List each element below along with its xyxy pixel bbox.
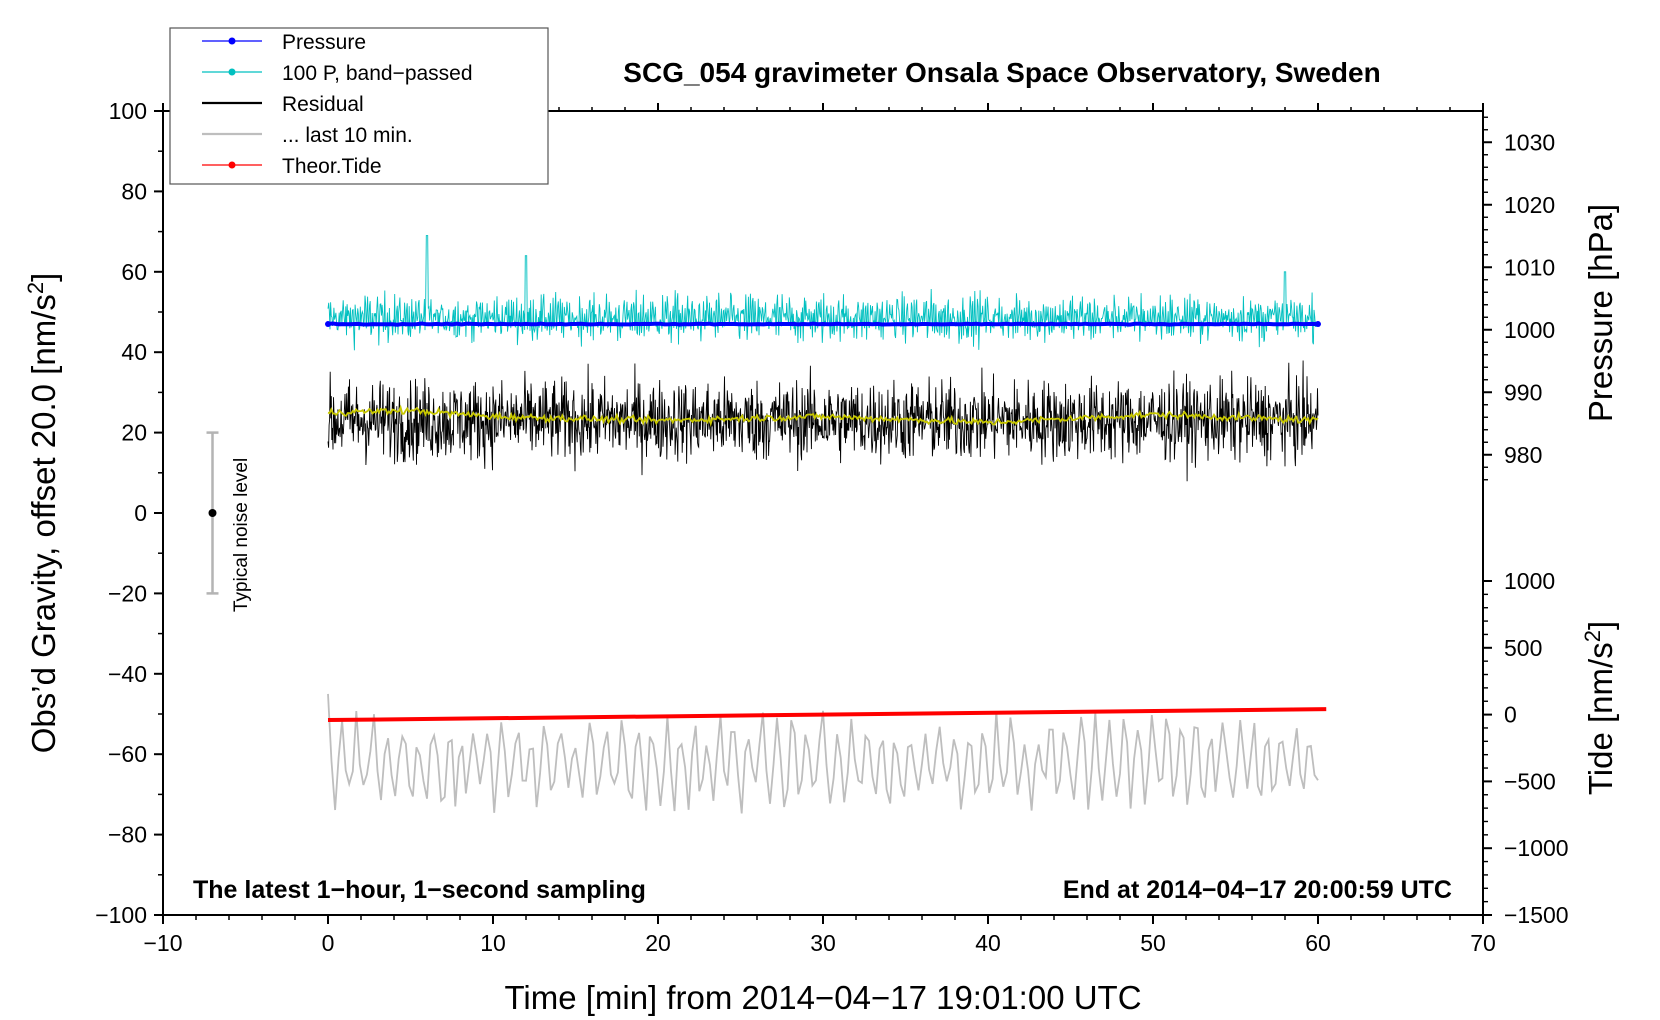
y-tick-label: 60: [121, 259, 147, 285]
pressure-axis-title: Pressure [hPa]: [1582, 204, 1619, 422]
pressure-tick-label: 1000: [1504, 317, 1555, 343]
y-tick-label: −80: [108, 822, 147, 848]
x-tick-label: 0: [322, 930, 335, 956]
tide-tick-label: 1000: [1504, 568, 1555, 594]
noise-bar: [206, 431, 219, 595]
y-tick-label: −60: [108, 741, 147, 767]
y-tick-label: 100: [109, 98, 147, 124]
legend-label-4: Theor.Tide: [282, 155, 382, 178]
legend-marker-4: [228, 161, 236, 169]
y-tick-label: 20: [121, 420, 147, 446]
x-tick-label: 40: [975, 930, 1001, 956]
noise-bar-center: [208, 509, 217, 517]
legend-label-0: Pressure: [282, 31, 366, 54]
y-axis-left: 100 80 60 40 20 0 −20 −40 −60 −80 −100: [95, 98, 163, 928]
legend-label-1: 100 P, band−passed: [282, 62, 473, 85]
y-axis-pressure: 1030 1020 1010 1000 990 980: [1482, 111, 1555, 486]
x-tick-label: 20: [645, 930, 671, 956]
tide-axis-title: Tide [nm/s2]: [1580, 621, 1620, 795]
x-tick-label: −10: [143, 930, 182, 956]
x-tick-label: 60: [1305, 930, 1331, 956]
x-tick-label: 30: [810, 930, 836, 956]
series-pressure-start-marker: [325, 321, 331, 328]
y-axis-title-end: ]: [25, 273, 62, 282]
x-tick-label: 50: [1140, 930, 1166, 956]
legend-marker-1: [228, 68, 236, 76]
noise-label: Typical noise level: [231, 458, 252, 612]
tide-axis-title-end: ]: [1582, 621, 1619, 630]
pressure-tick-label: 1030: [1504, 129, 1555, 155]
tide-tick-label: 500: [1504, 635, 1542, 661]
tide-axis-title-text: Tide [nm/s: [1582, 642, 1619, 795]
y-tick-label: −20: [108, 580, 147, 606]
series-theoretical-tide: [327, 707, 1327, 723]
pressure-tick-label: 1010: [1504, 254, 1555, 280]
y-tick-label: 80: [121, 178, 147, 204]
legend-label-3: ... last 10 min.: [282, 124, 413, 147]
y-axis-title-text: Obs’d Gravity, offset 20.0 [nm/s: [25, 294, 62, 753]
annotation-left: The latest 1−hour, 1−second sampling: [193, 876, 646, 904]
x-tick-label: 10: [480, 930, 506, 956]
tide-tick-label: −500: [1504, 768, 1556, 794]
y-tick-label: −100: [95, 902, 147, 928]
series-pressure-end-marker: [1315, 321, 1321, 328]
series-layer: [325, 235, 1327, 814]
series-pressure-bandpassed: [327, 235, 1319, 351]
tide-tick-label: 0: [1504, 702, 1517, 728]
y-axis-title-sup: 2: [23, 282, 48, 294]
x-tick-label: 70: [1470, 930, 1496, 956]
y-tick-label: 40: [121, 339, 147, 365]
series-residual: [327, 360, 1319, 482]
tide-tick-label: −1000: [1504, 835, 1569, 861]
series-pressure: [327, 321, 1319, 327]
tide-tick-label: −1500: [1504, 902, 1569, 928]
legend-box: [169, 27, 549, 185]
x-axis-title: Time [min] from 2014−04−17 19:01:00 UTC: [504, 979, 1141, 1016]
series-last-10-min: [327, 693, 1319, 814]
pressure-tick-label: 1020: [1504, 192, 1555, 218]
y-tick-label: 0: [134, 500, 147, 526]
chart-title: SCG_054 gravimeter Onsala Space Observat…: [623, 57, 1380, 88]
y-tick-label: −40: [108, 661, 147, 687]
tide-axis-title-sup: 2: [1580, 630, 1605, 642]
series-residual-smoothed: [327, 404, 1319, 428]
y-axis-title: Obs’d Gravity, offset 20.0 [nm/s2]: [23, 273, 63, 754]
y-axis-tide: 1000 500 0 −500 −1000 −1500: [1483, 568, 1569, 928]
pressure-tick-label: 990: [1504, 379, 1542, 405]
legend-label-2: Residual: [282, 93, 364, 116]
legend-marker-0: [228, 37, 236, 45]
pressure-tick-label: 980: [1504, 442, 1542, 468]
annotation-right: End at 2014−04−17 20:00:59 UTC: [1063, 876, 1452, 904]
legend: Pressure 100 P, band−passed Residual ... la…: [169, 27, 549, 185]
